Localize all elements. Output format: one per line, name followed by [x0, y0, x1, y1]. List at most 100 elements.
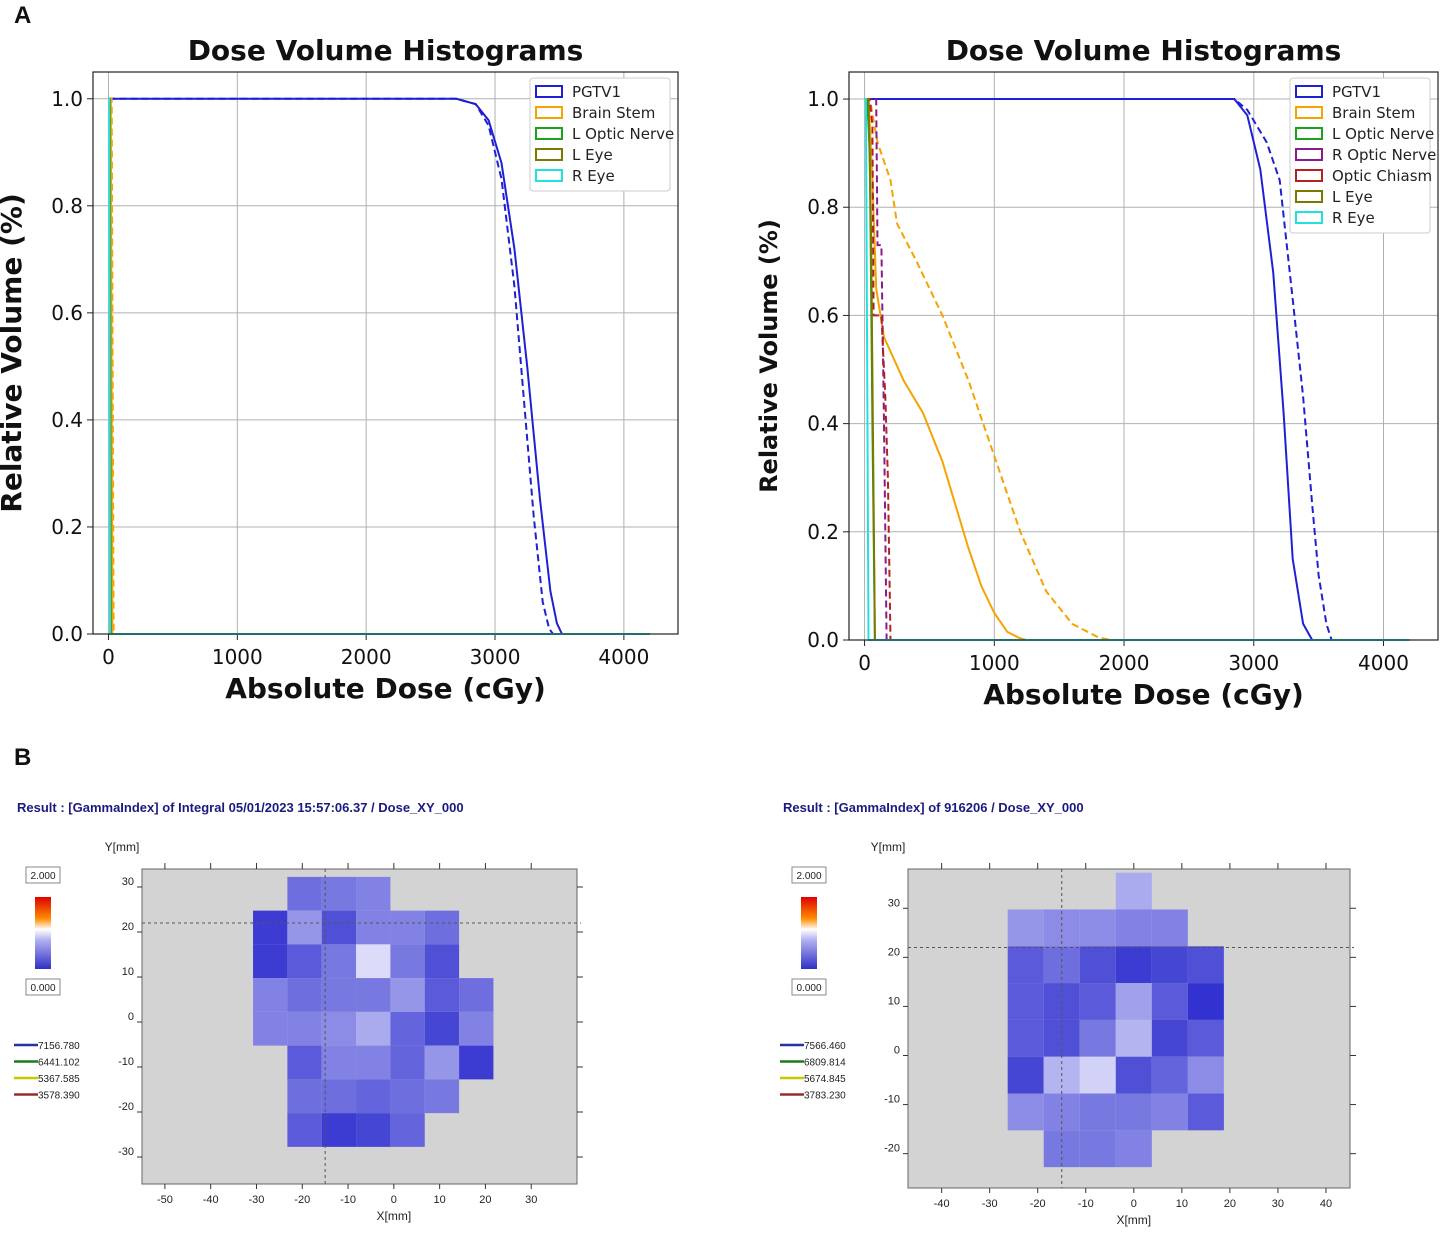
gamma-cell — [356, 1113, 391, 1147]
y-tick-label: 0 — [894, 1044, 900, 1056]
x-axis-label: X[mm] — [377, 1209, 412, 1223]
gamma-cell — [1151, 946, 1188, 984]
gamma-cell — [390, 910, 425, 945]
y-tick-label: 0.8 — [807, 195, 839, 219]
y-tick-label: 0.2 — [807, 520, 839, 544]
gamma-cell — [356, 1011, 391, 1046]
legend-label: R Optic Nerve — [1332, 146, 1436, 164]
contour-legend-label: 3578.390 — [38, 1091, 80, 1102]
gamma-cell — [321, 910, 357, 945]
x-tick-label: -30 — [249, 1194, 265, 1206]
gamma-cell — [1079, 1019, 1116, 1057]
series-line-pgtv1-dashed- — [864, 98, 1410, 641]
x-tick-label: 10 — [434, 1194, 446, 1206]
gamma-cell — [356, 876, 391, 911]
gamma-cell — [1079, 1130, 1116, 1168]
plot-frame — [848, 71, 1439, 641]
gamma-cell — [287, 1113, 322, 1147]
y-tick-label: 0.8 — [51, 194, 83, 218]
gamma-cell — [1151, 1056, 1188, 1094]
gamma-cell — [287, 978, 322, 1012]
x-tick-label: -30 — [982, 1198, 998, 1210]
y-tick-label: 10 — [888, 995, 900, 1007]
colorbar — [35, 897, 51, 969]
gamma-cell — [253, 910, 288, 945]
gamma-cell — [287, 1045, 322, 1080]
y-tick-label: 0.4 — [51, 408, 83, 432]
y-tick-label: 0.4 — [807, 412, 839, 436]
colorbar-max-box — [25, 866, 61, 884]
gamma-cell — [459, 1045, 494, 1080]
gamma-cell — [1115, 1130, 1152, 1168]
legend-swatch — [1295, 169, 1323, 182]
gamma-cell — [1115, 1056, 1152, 1094]
x-tick-label: 40 — [1320, 1198, 1332, 1210]
x-tick-label: 20 — [1224, 1198, 1236, 1210]
gamma-cell — [424, 944, 460, 979]
gamma-cell — [424, 978, 460, 1012]
gamma-cell — [356, 1079, 391, 1114]
contour-legend-label: 7156.780 — [38, 1041, 80, 1052]
y-tick-label: 20 — [122, 921, 134, 933]
x-axis-label: Absolute Dose (cGy) — [983, 678, 1304, 711]
colorbar-min-box — [25, 978, 61, 996]
colorbar-max-box — [791, 866, 827, 884]
gamma-cell — [356, 978, 391, 1012]
gamma-cell — [390, 1045, 425, 1080]
gamma-cell — [1115, 1019, 1152, 1057]
legend-label: L Eye — [572, 146, 613, 164]
legend-swatch — [535, 127, 563, 140]
gamma-cell — [253, 944, 288, 979]
gamma-cell — [1043, 946, 1080, 984]
gamma-cell — [287, 1079, 322, 1114]
gamma-cell — [459, 1011, 494, 1046]
gamma-cell — [321, 1079, 357, 1114]
legend-label: L Optic Nerve — [1332, 125, 1434, 143]
colorbar-max-label: 2.000 — [30, 871, 55, 882]
y-axis-label: Relative Volume (%) — [0, 193, 28, 512]
panel-label-a: A — [14, 2, 32, 29]
colorbar-max-label: 2.000 — [796, 871, 821, 882]
gamma-cell — [1007, 1019, 1044, 1057]
gamma-cell — [253, 978, 288, 1012]
series-line-pgtv1 — [864, 98, 1410, 641]
y-axis-label: Relative Volume (%) — [755, 219, 783, 493]
gamma-cell — [1187, 1093, 1224, 1131]
gamma-cell — [1079, 946, 1116, 984]
legend-label: PGTV1 — [572, 83, 621, 101]
x-tick-label: 2000 — [341, 645, 392, 669]
gamma-cell — [1079, 909, 1116, 947]
gamma-cell — [459, 978, 494, 1012]
legend-box — [529, 77, 671, 192]
gamma-cell — [321, 1011, 357, 1046]
y-tick-label: 0 — [128, 1011, 134, 1023]
y-tick-label: 1.0 — [807, 87, 839, 111]
y-tick-label: 20 — [888, 946, 900, 958]
contour-legend-label: 6809.814 — [804, 1058, 846, 1069]
gamma-cell — [1079, 983, 1116, 1020]
y-tick-label: 0.6 — [807, 303, 839, 327]
y-axis-label: Y[mm] — [871, 840, 906, 854]
y-axis-label: Y[mm] — [105, 840, 140, 854]
x-tick-label: 30 — [525, 1194, 537, 1206]
y-tick-label: -20 — [118, 1101, 134, 1113]
gamma-cell — [1115, 909, 1152, 947]
legend-swatch — [1295, 190, 1323, 203]
gamma-cell — [321, 876, 357, 911]
contour-legend-label: 3783.230 — [804, 1091, 846, 1102]
x-tick-label: 0 — [102, 645, 115, 669]
gamma-cell — [1007, 1056, 1044, 1094]
series-line-pgtv1-dashed- — [108, 97, 650, 635]
gamma-cell — [321, 978, 357, 1012]
x-tick-label: 1000 — [969, 651, 1020, 675]
gamma-cell — [1151, 1019, 1188, 1057]
x-tick-label: 4000 — [1358, 651, 1409, 675]
y-tick-label: 0.6 — [51, 301, 83, 325]
gamma-cell — [1007, 909, 1044, 947]
gamma-cell — [321, 944, 357, 979]
x-axis-label: X[mm] — [1116, 1213, 1151, 1227]
x-tick-label: 4000 — [598, 645, 649, 669]
gamma-cell — [1115, 946, 1152, 984]
y-tick-label: 0.2 — [51, 515, 83, 539]
gamma-cell — [1151, 909, 1188, 947]
